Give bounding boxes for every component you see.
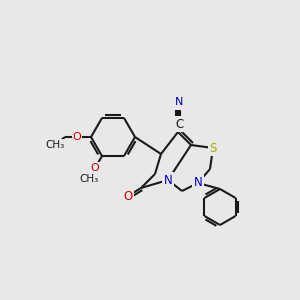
Text: O: O xyxy=(91,163,99,173)
Text: O: O xyxy=(73,132,81,142)
Text: CH₃: CH₃ xyxy=(80,174,99,184)
Text: C: C xyxy=(175,118,183,130)
Text: N: N xyxy=(194,176,202,190)
Text: S: S xyxy=(209,142,217,154)
Text: N: N xyxy=(164,173,172,187)
Text: N: N xyxy=(175,97,183,107)
Text: CH₃: CH₃ xyxy=(45,140,64,150)
Text: O: O xyxy=(123,190,133,202)
